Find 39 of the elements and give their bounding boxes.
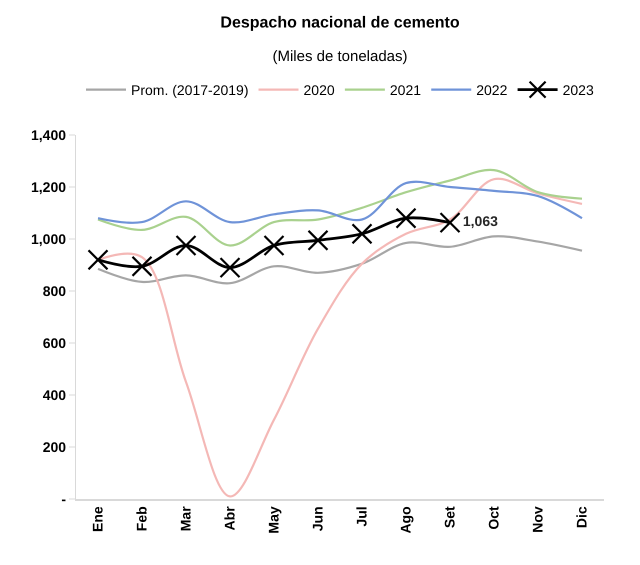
- legend-label: 2021: [390, 82, 422, 98]
- y-tick-label: 800: [42, 282, 66, 299]
- line-series: [96, 235, 584, 284]
- point: [131, 256, 153, 277]
- point: [395, 208, 417, 229]
- y-tick-label: -: [61, 490, 66, 507]
- point: [87, 249, 109, 270]
- point: [439, 212, 461, 234]
- legend-label: 2022: [476, 82, 508, 98]
- x-tick-label: Jul: [354, 506, 370, 527]
- point: [219, 257, 241, 278]
- x-tick-label: Mar: [178, 506, 194, 532]
- point: [307, 230, 329, 251]
- point: [175, 234, 197, 256]
- x-tick-label: Ene: [90, 506, 106, 532]
- line-series: [96, 168, 584, 247]
- x-tick-label: May: [266, 506, 282, 534]
- x-tick-label: Feb: [134, 506, 150, 532]
- point: [263, 234, 285, 256]
- y-tick-label: 1,200: [31, 178, 66, 195]
- chart-title: Despacho nacional de cemento: [220, 14, 460, 32]
- chart-subtitle: (Miles de toneladas): [272, 48, 408, 65]
- x-tick-label: Jun: [310, 506, 326, 532]
- legend-label: 2023: [562, 82, 594, 98]
- x-tick-label: Ago: [398, 506, 414, 534]
- x-tick-label: Abr: [222, 506, 238, 530]
- data-label: 1,063: [462, 213, 498, 230]
- point: [351, 223, 373, 244]
- x-tick-label: Dic: [574, 506, 590, 528]
- y-tick-label: 200: [42, 438, 66, 455]
- x-tick-label: Set: [442, 506, 458, 528]
- x-tick-label: Oct: [486, 506, 502, 530]
- legend-label: Prom. (2017-2019): [131, 82, 249, 98]
- x-tick-label: Nov: [530, 506, 546, 533]
- legend-label: 2020: [304, 82, 335, 98]
- y-tick-label: 400: [42, 386, 66, 403]
- y-tick-label: 1,000: [31, 230, 66, 247]
- y-tick-label: 600: [42, 334, 66, 351]
- y-tick-label: 1,400: [31, 126, 66, 143]
